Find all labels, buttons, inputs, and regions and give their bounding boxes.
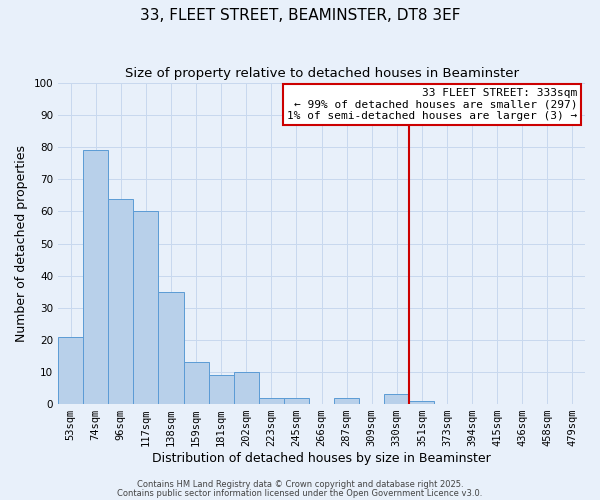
Y-axis label: Number of detached properties: Number of detached properties bbox=[15, 145, 28, 342]
Title: Size of property relative to detached houses in Beaminster: Size of property relative to detached ho… bbox=[125, 68, 518, 80]
Bar bbox=[184, 362, 209, 404]
Bar bbox=[108, 198, 133, 404]
Bar bbox=[409, 401, 434, 404]
Bar bbox=[58, 336, 83, 404]
Bar bbox=[158, 292, 184, 404]
Text: 33, FLEET STREET, BEAMINSTER, DT8 3EF: 33, FLEET STREET, BEAMINSTER, DT8 3EF bbox=[140, 8, 460, 22]
Text: Contains public sector information licensed under the Open Government Licence v3: Contains public sector information licen… bbox=[118, 489, 482, 498]
Text: 33 FLEET STREET: 333sqm
← 99% of detached houses are smaller (297)
1% of semi-de: 33 FLEET STREET: 333sqm ← 99% of detache… bbox=[287, 88, 577, 121]
X-axis label: Distribution of detached houses by size in Beaminster: Distribution of detached houses by size … bbox=[152, 452, 491, 465]
Bar bbox=[233, 372, 259, 404]
Bar bbox=[209, 375, 233, 404]
Bar bbox=[83, 150, 108, 404]
Bar bbox=[384, 394, 409, 404]
Bar bbox=[133, 212, 158, 404]
Text: Contains HM Land Registry data © Crown copyright and database right 2025.: Contains HM Land Registry data © Crown c… bbox=[137, 480, 463, 489]
Bar bbox=[334, 398, 359, 404]
Bar bbox=[259, 398, 284, 404]
Bar bbox=[284, 398, 309, 404]
